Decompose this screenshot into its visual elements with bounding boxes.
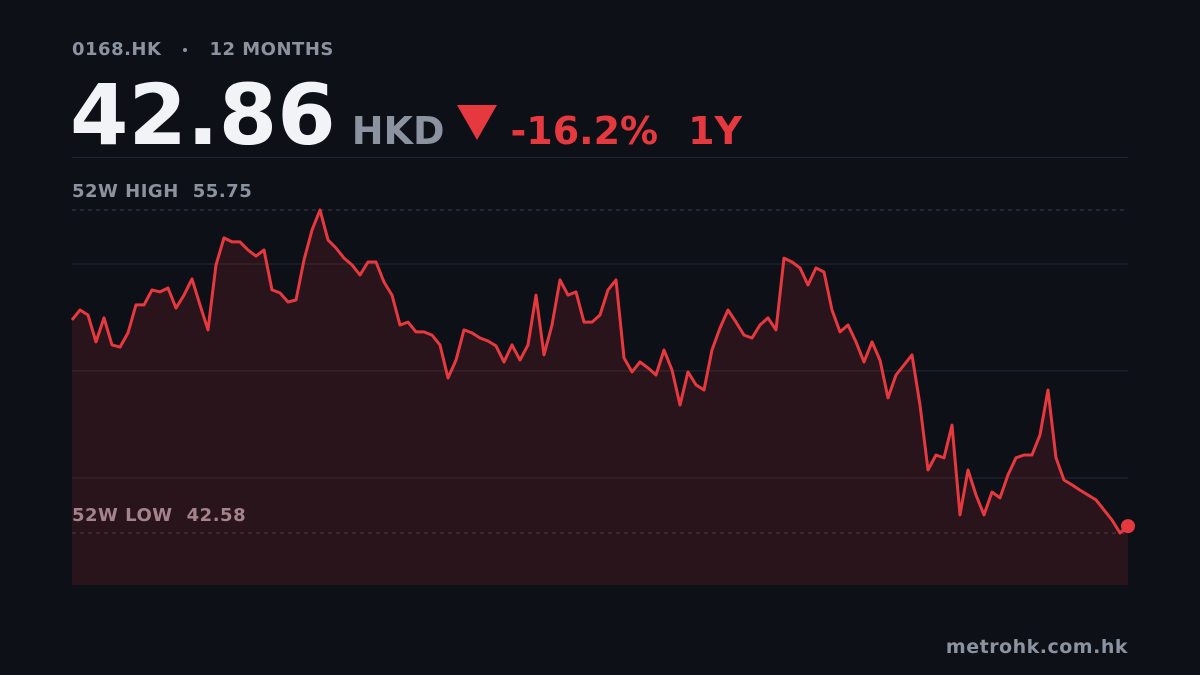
- down-arrow: [456, 105, 497, 140]
- low-value: 42.58: [187, 505, 246, 526]
- low-label-text: 52W LOW: [72, 505, 173, 526]
- ticker: 0168.HK: [72, 39, 162, 60]
- price-line: [70, 208, 1129, 535]
- currency: HKD: [351, 109, 445, 153]
- period: 12 MONTHS: [209, 39, 334, 60]
- high-label: 52W HIGH 55.75: [72, 181, 252, 202]
- low-label: 52W LOW 42.58: [72, 505, 246, 526]
- range[interactable]: 1Y: [688, 109, 743, 153]
- price: 42.86: [70, 66, 336, 164]
- source: metrohk.com.hk: [945, 636, 1128, 658]
- area: [72, 210, 1128, 585]
- high-label-text: 52W HIGH: [72, 181, 179, 202]
- last-point: [1121, 519, 1135, 534]
- price-row: 42.86 HKD -16.2% 1Y: [70, 66, 742, 164]
- header-meta: 0168.HK 12 MONTHS: [72, 39, 334, 60]
- high-value: 55.75: [193, 181, 252, 202]
- separator: [183, 47, 188, 52]
- change: -16.2%: [510, 109, 659, 153]
